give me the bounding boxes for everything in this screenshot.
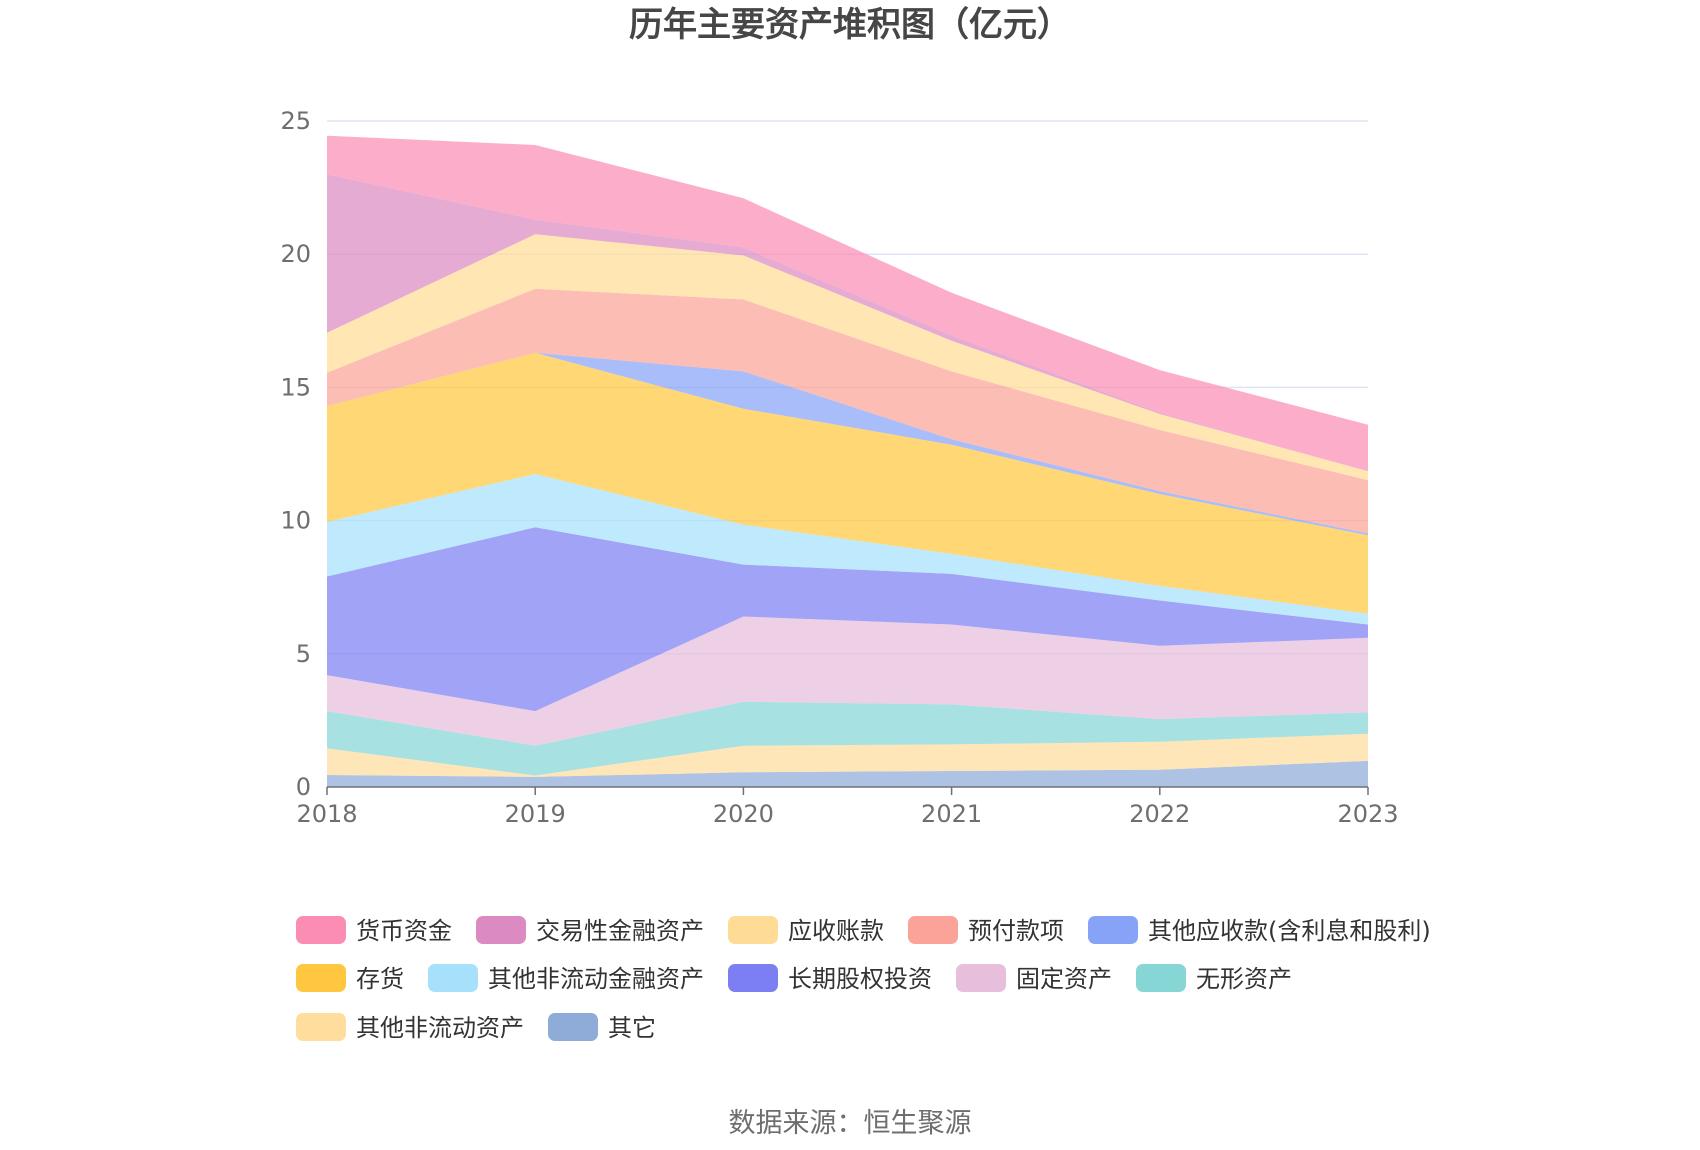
- area-固定资产: [327, 616, 1368, 746]
- legend-swatch: [1136, 964, 1186, 992]
- legend-item[interactable]: 固定资产: [956, 964, 1112, 993]
- y-tick-label: 25: [280, 107, 311, 135]
- legend-swatch: [728, 916, 778, 944]
- y-tick-label: 15: [280, 373, 311, 401]
- legend-item[interactable]: 长期股权投资: [728, 964, 932, 993]
- legend-label: 其他非流动资产: [356, 1014, 524, 1042]
- legend-swatch: [728, 964, 778, 992]
- legend-label: 应收账款: [788, 917, 884, 945]
- legend-swatch: [548, 1013, 598, 1041]
- chart-title: 历年主要资产堆积图（亿元）: [629, 5, 1071, 45]
- x-tick-label: 2021: [921, 800, 982, 828]
- area-预付款项: [327, 288, 1368, 534]
- legend-item[interactable]: 其它: [548, 1013, 656, 1042]
- legend-item[interactable]: 货币资金: [296, 916, 452, 945]
- y-tick-label: 5: [296, 640, 311, 668]
- area-其他非流动资产: [327, 733, 1368, 777]
- axes: 0 5 10 15 20 25 2018 2019 2020 2021 2022 2023: [280, 107, 1398, 828]
- legend-item[interactable]: 存货: [296, 964, 404, 993]
- x-tick-label: 2022: [1129, 800, 1190, 828]
- legend-swatch: [296, 1013, 346, 1041]
- legend-swatch: [296, 964, 346, 992]
- x-tick-label: 2023: [1337, 800, 1398, 828]
- y-tick-label: 20: [280, 240, 311, 268]
- legend-swatch: [428, 964, 478, 992]
- legend-label: 预付款项: [968, 917, 1064, 945]
- legend-label: 其他应收款(含利息和股利): [1148, 917, 1431, 945]
- legend-label: 固定资产: [1016, 965, 1112, 993]
- legend-label: 货币资金: [356, 917, 452, 945]
- legend-swatch: [1088, 916, 1138, 944]
- area-长期股权投资: [327, 527, 1368, 712]
- data-source: 数据来源：恒生聚源: [729, 1108, 972, 1139]
- legend-item[interactable]: 其他应收款(含利息和股利): [1088, 916, 1431, 945]
- legend-swatch: [908, 916, 958, 944]
- legend-item[interactable]: 应收账款: [728, 916, 884, 945]
- legend-swatch: [476, 916, 526, 944]
- legend-label: 其他非流动金融资产: [488, 965, 704, 993]
- area-交易性金融资产: [327, 174, 1368, 472]
- legend-label: 无形资产: [1196, 965, 1292, 993]
- legend: 货币资金 交易性金融资产 应收账款 预付款项 其他应收款(含利息和股利) 存货 其他非流动金…: [296, 916, 1431, 1042]
- x-tick-label: 2018: [296, 800, 357, 828]
- area-其他非流动金融资产: [327, 474, 1368, 625]
- y-tick-label: 0: [296, 773, 311, 801]
- legend-swatch: [296, 916, 346, 944]
- area-货币资金: [327, 135, 1368, 472]
- legend-item[interactable]: 预付款项: [908, 916, 1064, 945]
- legend-label: 其它: [608, 1014, 656, 1042]
- area-无形资产: [327, 701, 1368, 776]
- x-tick-label: 2019: [505, 800, 566, 828]
- legend-swatch: [956, 964, 1006, 992]
- legend-item[interactable]: 交易性金融资产: [476, 916, 704, 945]
- legend-item[interactable]: 无形资产: [1136, 964, 1292, 993]
- legend-item[interactable]: 其他非流动金融资产: [428, 964, 704, 993]
- legend-item[interactable]: 其他非流动资产: [296, 1013, 524, 1042]
- legend-label: 存货: [356, 965, 404, 993]
- x-tick-label: 2020: [713, 800, 774, 828]
- y-tick-label: 10: [280, 507, 311, 535]
- legend-label: 交易性金融资产: [536, 917, 704, 945]
- legend-label: 长期股权投资: [788, 965, 932, 993]
- area-其它: [327, 760, 1368, 787]
- area-存货: [327, 352, 1368, 614]
- area-series: [327, 135, 1368, 787]
